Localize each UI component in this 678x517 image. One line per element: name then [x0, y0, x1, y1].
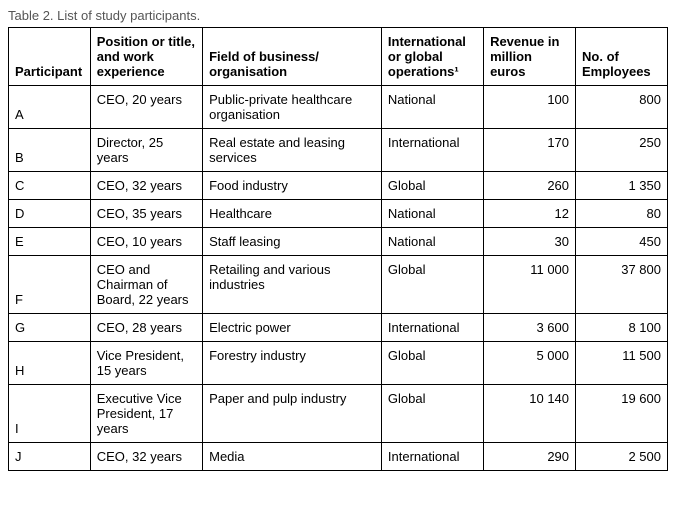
cell-revenue: 3 600 [484, 314, 576, 342]
cell-scope: International [381, 443, 483, 471]
cell-participant: E [9, 228, 91, 256]
cell-revenue: 30 [484, 228, 576, 256]
cell-revenue: 5 000 [484, 342, 576, 385]
cell-revenue: 100 [484, 86, 576, 129]
col-position: Position or title, and work experience [90, 28, 202, 86]
cell-employees: 80 [576, 200, 668, 228]
cell-field: Forestry industry [203, 342, 382, 385]
cell-position: CEO, 32 years [90, 443, 202, 471]
col-scope: International or global operations¹ [381, 28, 483, 86]
cell-revenue: 260 [484, 172, 576, 200]
cell-employees: 450 [576, 228, 668, 256]
cell-field: Retailing and various industries [203, 256, 382, 314]
cell-position: CEO, 20 years [90, 86, 202, 129]
table-row: ACEO, 20 yearsPublic-private healthcare … [9, 86, 668, 129]
col-participant: Participant [9, 28, 91, 86]
cell-position: CEO, 28 years [90, 314, 202, 342]
cell-employees: 11 500 [576, 342, 668, 385]
cell-field: Electric power [203, 314, 382, 342]
cell-scope: National [381, 86, 483, 129]
cell-employees: 250 [576, 129, 668, 172]
table-row: ECEO, 10 yearsStaff leasingNational30450 [9, 228, 668, 256]
cell-scope: National [381, 228, 483, 256]
col-employees: No. of Employees [576, 28, 668, 86]
table-caption: Table 2. List of study participants. [8, 8, 670, 23]
cell-participant: A [9, 86, 91, 129]
table-row: HVice President, 15 yearsForestry indust… [9, 342, 668, 385]
cell-field: Real estate and leasing services [203, 129, 382, 172]
cell-participant: D [9, 200, 91, 228]
cell-scope: Global [381, 342, 483, 385]
cell-participant: G [9, 314, 91, 342]
cell-field: Paper and pulp industry [203, 385, 382, 443]
cell-revenue: 12 [484, 200, 576, 228]
cell-scope: National [381, 200, 483, 228]
cell-position: CEO and Chairman of Board, 22 years [90, 256, 202, 314]
cell-revenue: 11 000 [484, 256, 576, 314]
cell-field: Public-private healthcare organisation [203, 86, 382, 129]
cell-revenue: 170 [484, 129, 576, 172]
cell-revenue: 10 140 [484, 385, 576, 443]
cell-employees: 19 600 [576, 385, 668, 443]
cell-employees: 8 100 [576, 314, 668, 342]
cell-field: Media [203, 443, 382, 471]
table-row: BDirector, 25 yearsReal estate and leasi… [9, 129, 668, 172]
col-revenue: Revenue in million euros [484, 28, 576, 86]
cell-position: CEO, 32 years [90, 172, 202, 200]
cell-employees: 800 [576, 86, 668, 129]
cell-position: CEO, 35 years [90, 200, 202, 228]
table-row: IExecutive Vice President, 17 yearsPaper… [9, 385, 668, 443]
cell-field: Food industry [203, 172, 382, 200]
cell-field: Healthcare [203, 200, 382, 228]
cell-position: CEO, 10 years [90, 228, 202, 256]
cell-employees: 37 800 [576, 256, 668, 314]
cell-participant: C [9, 172, 91, 200]
cell-participant: I [9, 385, 91, 443]
cell-participant: J [9, 443, 91, 471]
cell-employees: 1 350 [576, 172, 668, 200]
table-row: JCEO, 32 yearsMediaInternational2902 500 [9, 443, 668, 471]
col-field: Field of business/ organisation [203, 28, 382, 86]
cell-scope: Global [381, 256, 483, 314]
table-row: CCEO, 32 yearsFood industryGlobal2601 35… [9, 172, 668, 200]
table-row: GCEO, 28 yearsElectric powerInternationa… [9, 314, 668, 342]
cell-field: Staff leasing [203, 228, 382, 256]
table-row: DCEO, 35 yearsHealthcareNational1280 [9, 200, 668, 228]
cell-revenue: 290 [484, 443, 576, 471]
table-header-row: Participant Position or title, and work … [9, 28, 668, 86]
cell-scope: Global [381, 385, 483, 443]
cell-participant: H [9, 342, 91, 385]
cell-scope: International [381, 129, 483, 172]
table-row: FCEO and Chairman of Board, 22 yearsReta… [9, 256, 668, 314]
cell-scope: International [381, 314, 483, 342]
cell-participant: F [9, 256, 91, 314]
cell-position: Executive Vice President, 17 years [90, 385, 202, 443]
cell-position: Vice President, 15 years [90, 342, 202, 385]
cell-position: Director, 25 years [90, 129, 202, 172]
cell-scope: Global [381, 172, 483, 200]
cell-employees: 2 500 [576, 443, 668, 471]
participants-table: Participant Position or title, and work … [8, 27, 668, 471]
cell-participant: B [9, 129, 91, 172]
